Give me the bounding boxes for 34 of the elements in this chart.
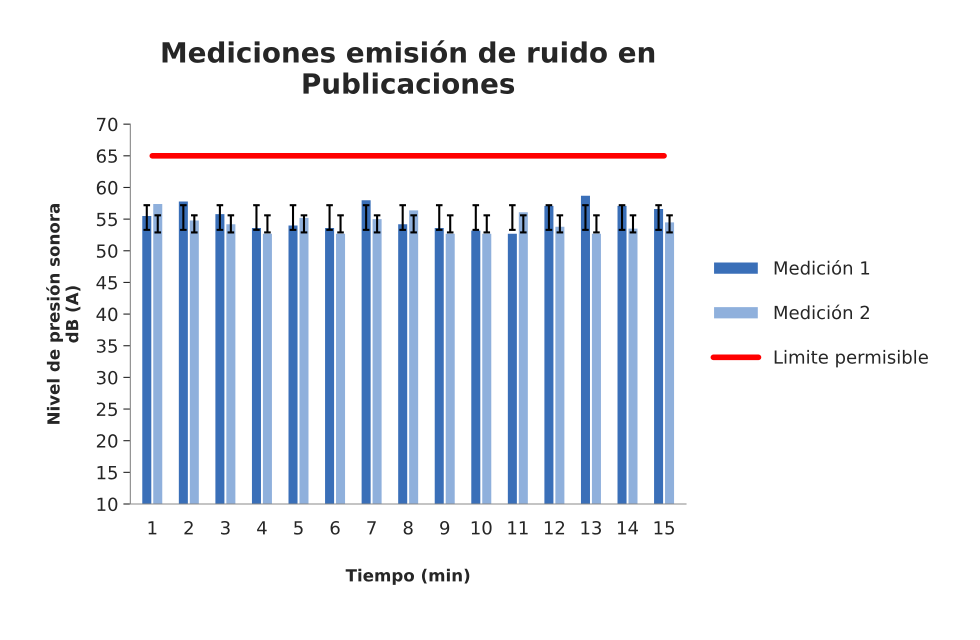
x-tick-label: 4 bbox=[257, 521, 267, 534]
y-tick-label: 20 bbox=[96, 434, 118, 448]
y-axis-title: Nivel de presión sonora dB (A) bbox=[46, 204, 80, 424]
x-tick-label: 8 bbox=[404, 520, 413, 535]
x-tick-label: 10 bbox=[472, 520, 492, 535]
y-tick-label: 55 bbox=[96, 212, 117, 226]
chart-title: Mediciones emisión de ruido en Publicaciones bbox=[162, 40, 654, 94]
x-tick-label: 11 bbox=[508, 521, 528, 534]
y-tick-label: 65 bbox=[96, 149, 117, 163]
legend-label: Medición 2 bbox=[774, 304, 869, 320]
x-tick-label: 1 bbox=[148, 521, 156, 534]
y-tick-label: 60 bbox=[96, 180, 118, 195]
y-tick-label: 45 bbox=[96, 276, 117, 290]
y-tick-label: 25 bbox=[96, 402, 117, 416]
x-tick-label: 15 bbox=[654, 521, 674, 535]
x-tick-label: 5 bbox=[294, 521, 303, 535]
x-axis-title: Tiempo (min) bbox=[346, 568, 470, 585]
y-tick-label: 15 bbox=[98, 466, 117, 480]
legend-label: Limite permisible bbox=[774, 350, 928, 368]
x-tick-label: 13 bbox=[581, 520, 601, 535]
x-tick-label: 6 bbox=[330, 520, 340, 535]
y-tick-label: 10 bbox=[98, 497, 118, 512]
y-tick-label: 35 bbox=[96, 339, 117, 353]
x-tick-label: 7 bbox=[367, 521, 376, 534]
x-tick-label: 3 bbox=[221, 520, 230, 535]
y-tick-label: 40 bbox=[96, 308, 118, 322]
y-tick-label: 30 bbox=[96, 370, 118, 385]
x-tick-label: 9 bbox=[440, 520, 450, 535]
y-tick-label: 70 bbox=[97, 118, 118, 132]
x-tick-label: 12 bbox=[544, 520, 564, 534]
x-tick-label: 14 bbox=[618, 521, 638, 534]
y-tick-label: 50 bbox=[96, 244, 118, 258]
legend-label: Medición 1 bbox=[774, 260, 870, 275]
x-tick-label: 2 bbox=[184, 520, 193, 534]
